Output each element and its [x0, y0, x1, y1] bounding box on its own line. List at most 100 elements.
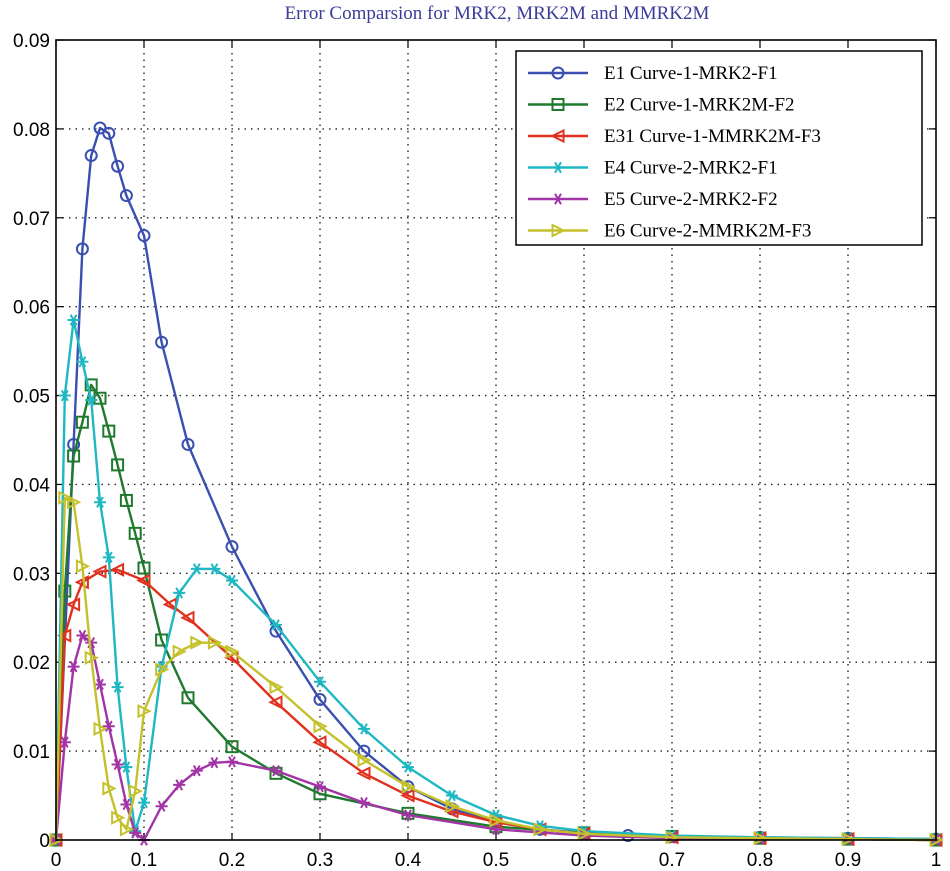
data-point — [75, 559, 91, 574]
y-tick-label: 0.08 — [13, 120, 50, 141]
x-tick-label: 0.1 — [131, 850, 157, 871]
legend: E1 Curve-1-MRK2-F1 E2 Curve-1-MRK2M-F2 E31… — [515, 50, 923, 246]
data-point — [207, 635, 223, 650]
data-point — [312, 735, 327, 750]
data-point — [753, 831, 768, 846]
data-point — [119, 493, 133, 507]
chart-title: Error Comparsion for MRK2, MRK2M and MMR… — [285, 3, 710, 24]
plot-area-frame — [55, 39, 937, 841]
legend-marker — [551, 98, 565, 111]
data-point — [155, 662, 170, 677]
data-point — [314, 676, 326, 688]
legend-box — [515, 50, 923, 246]
data-point — [92, 564, 107, 579]
data-point — [180, 610, 195, 625]
legend-marker — [551, 66, 565, 80]
data-point — [270, 619, 282, 631]
data-point — [208, 756, 221, 769]
legend-label: E6 Curve-2-MMRK2M-F3 — [604, 221, 811, 242]
x-tick-label: 0.9 — [835, 850, 861, 871]
data-point — [533, 822, 548, 837]
data-point — [85, 394, 98, 406]
legend-entry: E2 Curve-1-MRK2M-F2 — [528, 95, 795, 116]
data-point — [102, 720, 115, 732]
y-tick-label: 0 — [39, 831, 50, 852]
data-point — [445, 799, 460, 814]
series-5 — [50, 629, 942, 846]
data-point — [138, 796, 150, 809]
legend-label: E4 Curve-2-MRK2-F1 — [604, 158, 778, 179]
data-point — [74, 575, 89, 590]
tick-labels: 0 0.1 0.2 0.3 0.4 0.5 0.6 0.7 0.8 0.9 1 0 0.01 0.02 0.… — [13, 31, 941, 871]
data-point — [93, 721, 108, 737]
x-tick-label: 0.3 — [307, 850, 333, 871]
data-point — [93, 391, 107, 405]
data-point — [208, 563, 221, 575]
data-point — [137, 229, 151, 243]
data-point — [102, 126, 116, 140]
data-point — [577, 826, 592, 841]
data-point — [313, 693, 327, 707]
data-point — [58, 389, 71, 402]
x-tick-label: 0.7 — [659, 850, 685, 871]
data-point — [75, 242, 89, 256]
y-tick-label: 0.07 — [13, 209, 50, 230]
data-point — [181, 437, 195, 451]
x-tick-label: 1 — [931, 850, 942, 871]
data-point — [400, 788, 415, 803]
data-point — [102, 424, 116, 438]
data-point — [490, 809, 502, 821]
data-point — [190, 563, 203, 575]
data-point — [102, 781, 117, 796]
data-point — [67, 660, 80, 673]
x-tick-label: 0.6 — [571, 850, 597, 871]
data-point — [84, 149, 98, 163]
data-point — [402, 809, 414, 821]
data-point — [268, 695, 283, 710]
x-tick-label: 0.5 — [483, 850, 509, 871]
data-point — [111, 159, 125, 173]
data-point — [226, 574, 238, 587]
data-point — [76, 356, 89, 368]
series-line — [54, 318, 937, 841]
data-point — [172, 644, 187, 659]
legend-entry: E1 Curve-1-MRK2-F1 — [528, 63, 778, 84]
data-point — [136, 573, 151, 588]
data-point — [137, 703, 152, 719]
data-point — [137, 561, 151, 575]
data-point — [314, 780, 326, 793]
data-point — [58, 736, 71, 748]
data-point — [225, 540, 239, 554]
data-point — [65, 597, 81, 612]
data-point — [111, 758, 124, 771]
data-point — [58, 584, 72, 598]
legend-entry: E6 Curve-2-MMRK2M-F3 — [528, 221, 811, 242]
data-point — [128, 783, 143, 799]
data-point — [313, 719, 328, 734]
legend-marker — [550, 128, 565, 144]
data-point — [401, 779, 416, 794]
data-point — [111, 458, 125, 472]
data-point — [67, 495, 82, 510]
data-point — [111, 810, 126, 825]
data-point — [358, 796, 370, 809]
data-point — [225, 644, 240, 659]
data-point — [402, 761, 414, 773]
data-point — [102, 551, 115, 564]
data-point — [120, 761, 133, 773]
data-point — [357, 752, 372, 768]
series-6 — [49, 490, 944, 848]
data-point — [190, 764, 203, 777]
data-point — [119, 189, 133, 203]
data-point — [84, 650, 99, 665]
data-point — [173, 779, 186, 791]
data-point — [446, 789, 458, 802]
data-point — [85, 636, 98, 649]
data-point — [173, 587, 186, 599]
x-tick-label: 0 — [51, 850, 62, 871]
data-point — [269, 679, 284, 695]
data-point — [225, 740, 239, 754]
data-point — [489, 813, 504, 828]
x-tick-label: 0.8 — [747, 850, 773, 871]
